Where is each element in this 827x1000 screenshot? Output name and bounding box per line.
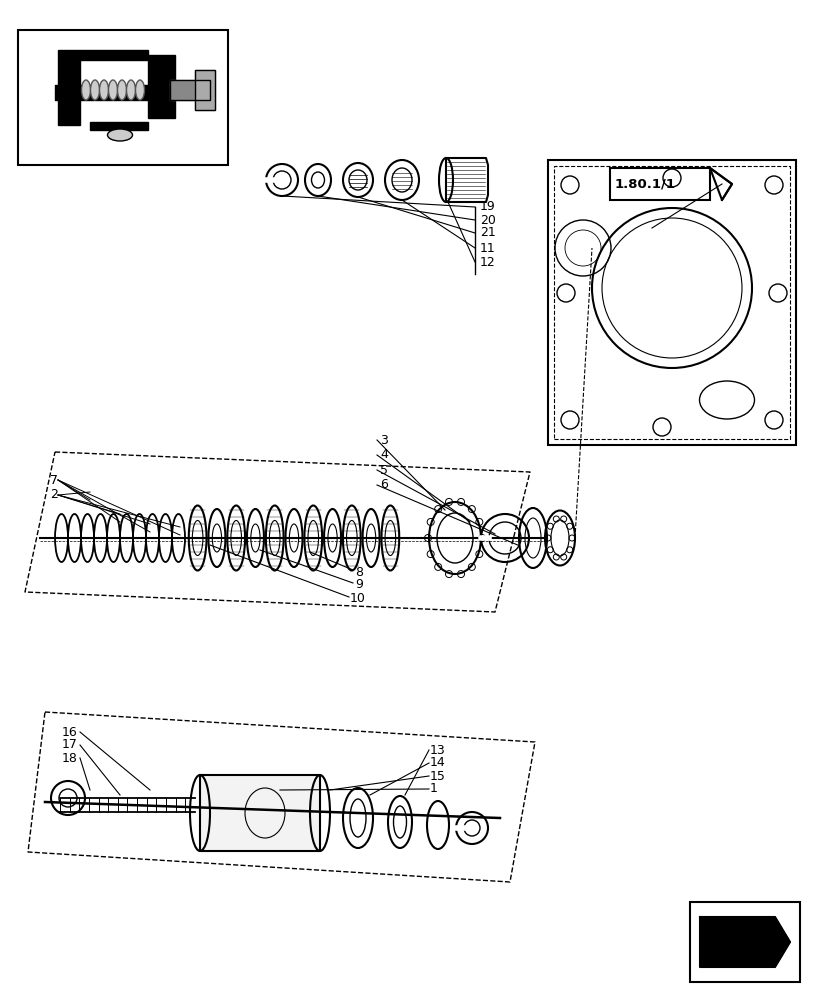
Text: 20: 20 <box>480 214 495 227</box>
Ellipse shape <box>81 80 90 100</box>
Polygon shape <box>58 50 80 125</box>
Text: 4: 4 <box>380 448 387 462</box>
Ellipse shape <box>136 80 145 100</box>
Ellipse shape <box>90 80 99 100</box>
Text: 14: 14 <box>429 756 445 770</box>
Ellipse shape <box>117 80 127 100</box>
Polygon shape <box>148 55 174 118</box>
Bar <box>195 70 215 110</box>
Polygon shape <box>195 70 215 110</box>
Text: 1.80.1/1: 1.80.1/1 <box>614 178 675 190</box>
Text: 17: 17 <box>62 738 78 752</box>
Ellipse shape <box>127 80 136 100</box>
Ellipse shape <box>99 80 108 100</box>
Text: 12: 12 <box>480 255 495 268</box>
Bar <box>553 166 789 439</box>
Text: 8: 8 <box>355 566 362 578</box>
Text: 21: 21 <box>480 227 495 239</box>
Text: 3: 3 <box>380 434 387 446</box>
Polygon shape <box>709 168 731 200</box>
Bar <box>609 168 709 200</box>
Polygon shape <box>170 80 210 100</box>
Polygon shape <box>200 775 319 851</box>
Text: 13: 13 <box>429 744 445 756</box>
Text: 2: 2 <box>50 488 58 502</box>
Text: 5: 5 <box>380 464 388 477</box>
Text: 1: 1 <box>429 782 437 796</box>
Text: 11: 11 <box>480 241 495 254</box>
Polygon shape <box>90 122 148 130</box>
Bar <box>170 80 210 100</box>
Text: 18: 18 <box>62 752 78 764</box>
Ellipse shape <box>108 80 117 100</box>
Text: 7: 7 <box>50 474 58 487</box>
Polygon shape <box>699 917 789 967</box>
Text: 9: 9 <box>355 578 362 591</box>
Bar <box>18 30 227 165</box>
Text: 6: 6 <box>380 479 387 491</box>
Bar <box>547 160 795 445</box>
Text: 10: 10 <box>350 592 366 605</box>
Ellipse shape <box>108 129 132 141</box>
Polygon shape <box>80 50 148 60</box>
Text: 19: 19 <box>480 200 495 214</box>
Bar <box>689 902 799 982</box>
Text: 15: 15 <box>429 770 445 782</box>
Text: 16: 16 <box>62 726 78 738</box>
